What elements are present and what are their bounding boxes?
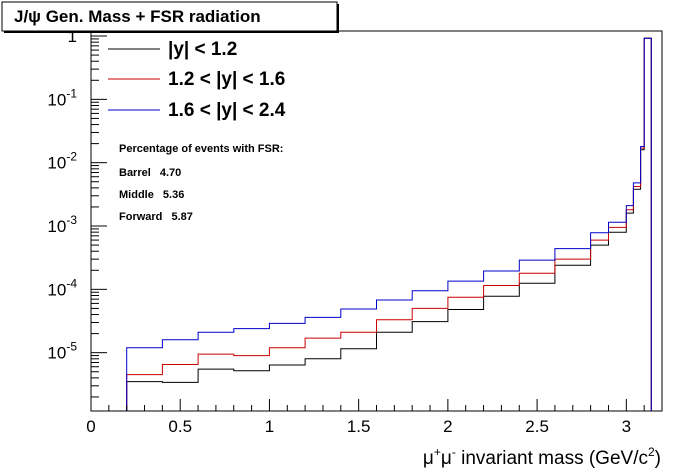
x-tick-label: 2 <box>443 417 452 436</box>
series-forward <box>126 37 652 411</box>
fsr-annotation: Percentage of events with FSR: Barrel 4.… <box>119 143 283 223</box>
x-tick-label: 0.5 <box>168 417 192 436</box>
fsr-middle-label: Middle <box>119 189 154 201</box>
x-axis: 0 0.5 1 1.5 2 2.5 3 <box>86 399 663 436</box>
fsr-barrel-label: Barrel <box>119 167 151 179</box>
y-tick-label: 10-3 <box>47 213 77 236</box>
fsr-barrel-value: 4.70 <box>160 167 181 179</box>
y-tick-label: 1 <box>68 27 77 46</box>
series-layer <box>126 37 652 411</box>
x-title-close: ) <box>655 448 661 469</box>
fsr-row-forward: Forward 5.87 <box>119 211 193 223</box>
x-title-sup1: + <box>434 445 441 459</box>
x-title-mu1: μ <box>423 448 434 469</box>
y-tick-label: 10-1 <box>47 86 77 109</box>
x-axis-title: μ+μ- invariant mass (GeV/c2) <box>423 445 661 469</box>
legend-label-barrel: |y| < 1.2 <box>168 39 237 60</box>
x-tick-label: 2.5 <box>525 417 549 436</box>
fsr-row-middle: Middle 5.36 <box>119 189 184 201</box>
x-title-rest: invariant mass (GeV/c <box>456 448 648 469</box>
chart-title: J/ψ Gen. Mass + FSR radiation <box>14 7 261 26</box>
x-tick-label: 1 <box>265 417 274 436</box>
title-box: J/ψ Gen. Mass + FSR radiation <box>1 1 339 33</box>
x-title-sup3: 2 <box>648 445 655 459</box>
x-title-sup2: - <box>452 445 456 459</box>
y-tick-label: 10-4 <box>47 276 77 299</box>
legend-label-forward: 1.6 < |y| < 2.4 <box>168 100 286 121</box>
x-tick-label: 0 <box>86 417 95 436</box>
x-title-mu2: μ <box>441 448 452 469</box>
x-tick-label: 1.5 <box>347 417 371 436</box>
fsr-heading: Percentage of events with FSR: <box>119 143 283 155</box>
legend: |y| < 1.2 1.2 < |y| < 1.6 1.6 < |y| < 2.… <box>108 39 286 121</box>
y-tick-label: 10-5 <box>47 340 77 363</box>
fsr-row-barrel: Barrel 4.70 <box>119 167 181 179</box>
y-tick-label: 10-2 <box>47 150 77 173</box>
y-axis: 1 10-1 10-2 10-3 10-4 10-5 <box>47 27 107 398</box>
fsr-middle-value: 5.36 <box>163 189 184 201</box>
legend-label-middle: 1.2 < |y| < 1.6 <box>168 69 285 90</box>
fsr-forward-label: Forward <box>119 211 162 223</box>
fsr-forward-value: 5.87 <box>171 211 192 223</box>
x-tick-label: 3 <box>622 417 631 436</box>
